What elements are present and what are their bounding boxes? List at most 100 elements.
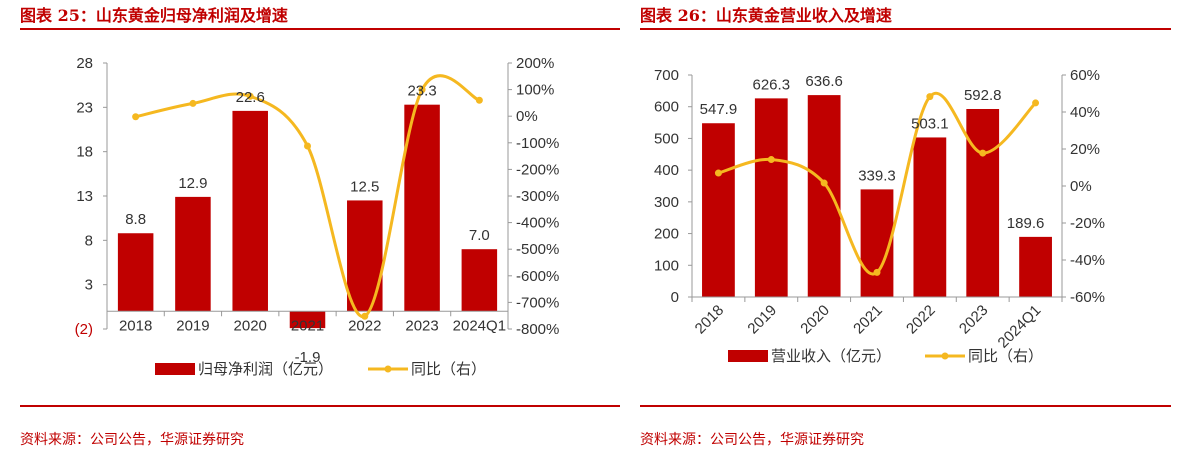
yoy-point-2020 xyxy=(246,92,254,100)
legend-line-label: 同比（右） xyxy=(411,361,486,378)
x-tick-label: 2019 xyxy=(176,317,209,334)
y-right-tick-label: -800% xyxy=(516,321,559,338)
y-left-tick-label: 500 xyxy=(654,130,679,147)
y-right-tick-label: -500% xyxy=(516,241,559,258)
yoy-point-2022 xyxy=(926,93,934,101)
bar-2019 xyxy=(175,196,211,312)
x-tick-label: 2024Q1 xyxy=(995,302,1045,352)
yoy-point-2021 xyxy=(304,142,311,150)
yoy-point-2021 xyxy=(873,268,881,276)
bar-data-label: 592.8 xyxy=(964,87,1002,104)
bar-data-label: 8.8 xyxy=(125,211,146,228)
x-tick-label: 2023 xyxy=(405,317,438,334)
yoy-point-2022 xyxy=(361,312,369,320)
figure-25-source: 资料来源：公司公告，华源证券研究 xyxy=(20,432,244,448)
y-right-tick-label: -700% xyxy=(516,294,559,311)
bar-2019 xyxy=(754,98,788,297)
y-right-tick-label: 200% xyxy=(516,55,554,72)
bar-data-label: 189.6 xyxy=(1007,215,1045,232)
bar-2021 xyxy=(860,189,894,297)
bar-data-label: 7.0 xyxy=(469,227,490,244)
y-left-tick-label: (2) xyxy=(75,321,93,338)
x-tick-label: 2024Q1 xyxy=(453,317,506,334)
bar-2023 xyxy=(404,104,440,312)
figure-25-title: 图表 25：山东黄金归母净利润及增速 xyxy=(20,6,288,25)
yoy-point-2019 xyxy=(189,99,197,107)
y-right-tick-label: -60% xyxy=(1070,289,1105,306)
y-right-tick-label: -20% xyxy=(1070,215,1105,232)
figure-25-panel: 图表 25：山东黄金归母净利润及增速 (2) 3 8 13 18 23 28 -800% -70… xyxy=(20,6,620,448)
revenue-chart: 0 100 200 300 400 500 600 700 -60% -40% -20% 0% 20% 4… xyxy=(654,67,1105,365)
bar-data-label: 339.3 xyxy=(858,167,896,184)
bar-2022 xyxy=(347,200,383,312)
yoy-point-2023 xyxy=(418,86,426,94)
bar-2018 xyxy=(702,123,735,297)
y-left-tick-label: 300 xyxy=(654,194,679,211)
bar-2020 xyxy=(232,110,268,312)
figure-25-bottom-rule xyxy=(20,405,620,407)
x-tick-label: 2020 xyxy=(797,302,833,338)
y-left-tick-label: 0 xyxy=(671,289,679,306)
figure-26-panel: 图表 26：山东黄金营业收入及增速 0 100 200 300 400 500 600 700… xyxy=(638,0,1191,452)
legend-bar-label: 归母净利润（亿元） xyxy=(198,361,333,378)
legend-bar-label: 营业收入（亿元） xyxy=(771,348,891,365)
y-left-tick-label: 8 xyxy=(85,232,93,249)
yoy-point-2024Q1 xyxy=(475,96,483,104)
y-right-tick-label: -400% xyxy=(516,215,559,232)
y-right-tick-label: 40% xyxy=(1070,104,1100,121)
y-left-tick-label: 23 xyxy=(76,99,93,116)
figure-25-top-rule xyxy=(20,28,620,30)
legend-line-marker xyxy=(941,352,949,360)
figure-26-source: 资料来源：公司公告，华源证券研究 xyxy=(640,432,864,448)
bar-data-label: 636.6 xyxy=(805,73,843,90)
y-right-tick-label: -200% xyxy=(516,161,559,178)
y-left-tick-label: 100 xyxy=(654,257,679,274)
y-left-tick-label: 18 xyxy=(76,144,93,161)
x-tick-label: 2021 xyxy=(291,317,324,334)
bar-2024Q1 xyxy=(461,249,498,312)
net-profit-chart: (2) 3 8 13 18 23 28 -800% -700% -600% -500% -400% -3… xyxy=(75,55,560,378)
legend-bar-swatch xyxy=(728,350,768,362)
x-tick-label: 2022 xyxy=(348,317,381,334)
y-left-tick-label: 200 xyxy=(654,226,679,243)
bar-2024Q1 xyxy=(1019,236,1052,297)
y-right-tick-label: 0% xyxy=(1070,178,1092,195)
legend-line-label: 同比（右） xyxy=(968,348,1043,365)
figure-26-top-rule xyxy=(640,28,1171,30)
yoy-point-2019 xyxy=(767,156,775,164)
y-right-tick-label: -40% xyxy=(1070,252,1105,269)
y-right-tick-label: 20% xyxy=(1070,141,1100,158)
bar-data-label: 503.1 xyxy=(911,115,949,132)
y-right-tick-label: 60% xyxy=(1070,67,1100,84)
yoy-point-2020 xyxy=(820,179,828,187)
yoy-point-2018 xyxy=(714,169,722,177)
x-tick-label: 2020 xyxy=(234,317,267,334)
y-right-tick-label: -100% xyxy=(516,135,559,152)
y-right-tick-label: 0% xyxy=(516,108,538,125)
bar-data-label: 547.9 xyxy=(700,101,738,118)
bar-2023 xyxy=(966,108,1000,297)
x-tick-label: 2018 xyxy=(119,317,152,334)
bar-2022 xyxy=(913,137,947,297)
x-tick-label: 2021 xyxy=(850,302,886,338)
yoy-point-2023 xyxy=(979,149,987,157)
y-right-tick-label: -300% xyxy=(516,188,559,205)
bar-2020 xyxy=(807,95,841,297)
bar-2018 xyxy=(117,233,154,312)
yoy-point-2024Q1 xyxy=(1032,99,1040,107)
bar-data-label: 12.9 xyxy=(178,175,207,192)
y-left-tick-label: 600 xyxy=(654,99,679,116)
figure-26-bottom-rule xyxy=(640,405,1171,407)
y-left-tick-label: 28 xyxy=(76,55,93,72)
bar-data-label: 22.6 xyxy=(236,89,265,106)
y-right-tick-label: 100% xyxy=(516,82,554,99)
yoy-point-2018 xyxy=(132,113,140,121)
legend-line-marker xyxy=(384,365,392,373)
y-left-tick-label: 700 xyxy=(654,67,679,84)
bar-data-label: -1.9 xyxy=(295,349,321,366)
x-tick-label: 2019 xyxy=(744,302,780,338)
figure-26-title: 图表 26：山东黄金营业收入及增速 xyxy=(640,6,892,25)
y-left-tick-label: 3 xyxy=(85,277,93,294)
x-tick-label: 2022 xyxy=(903,302,939,338)
bar-data-label: 23.3 xyxy=(407,83,436,100)
